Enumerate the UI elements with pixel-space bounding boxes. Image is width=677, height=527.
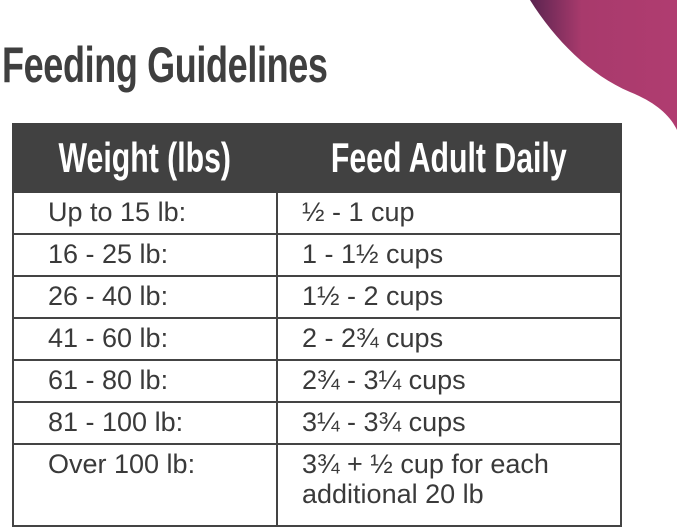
table-row: 41 - 60 lb: 2 - 2¾ cups (12, 317, 622, 361)
weight-cell: Up to 15 lb: (12, 191, 278, 235)
weight-cell: 81 - 100 lb: (12, 401, 278, 445)
amount-cell: 2¾ - 3¼ cups (276, 359, 622, 403)
table-row: Up to 15 lb: ½ - 1 cup (12, 191, 622, 235)
header-feed: Feed Adult Daily (276, 123, 622, 193)
weight-cell: 61 - 80 lb: (12, 359, 278, 403)
weight-cell: 16 - 25 lb: (12, 233, 278, 277)
amount-cell: 3¼ - 3¾ cups (276, 401, 622, 445)
amount-cell: 1 - 1½ cups (276, 233, 622, 277)
amount-cell: ½ - 1 cup (276, 191, 622, 235)
header-feed-label: Feed Adult Daily (331, 134, 567, 181)
header-weight: Weight (lbs) (12, 123, 278, 193)
decorative-swoosh (530, 0, 677, 130)
table-header-row: Weight (lbs) Feed Adult Daily (12, 123, 622, 193)
weight-cell: 41 - 60 lb: (12, 317, 278, 361)
amount-cell: 3¾ + ½ cup for each additional 20 lb (276, 443, 622, 527)
table-row: 16 - 25 lb: 1 - 1½ cups (12, 233, 622, 277)
weight-cell: Over 100 lb: (12, 443, 278, 527)
feeding-table: Weight (lbs) Feed Adult Daily Up to 15 l… (12, 123, 622, 527)
table-row: 26 - 40 lb: 1½ - 2 cups (12, 275, 622, 319)
amount-cell: 1½ - 2 cups (276, 275, 622, 319)
weight-cell: 26 - 40 lb: (12, 275, 278, 319)
table-row: Over 100 lb: 3¾ + ½ cup for each addition… (12, 443, 622, 527)
header-weight-label: Weight (lbs) (58, 134, 232, 181)
page-title: Feeding Guidelines (2, 37, 328, 93)
table-row: 81 - 100 lb: 3¼ - 3¾ cups (12, 401, 622, 445)
amount-cell: 2 - 2¾ cups (276, 317, 622, 361)
table-row: 61 - 80 lb: 2¾ - 3¼ cups (12, 359, 622, 403)
